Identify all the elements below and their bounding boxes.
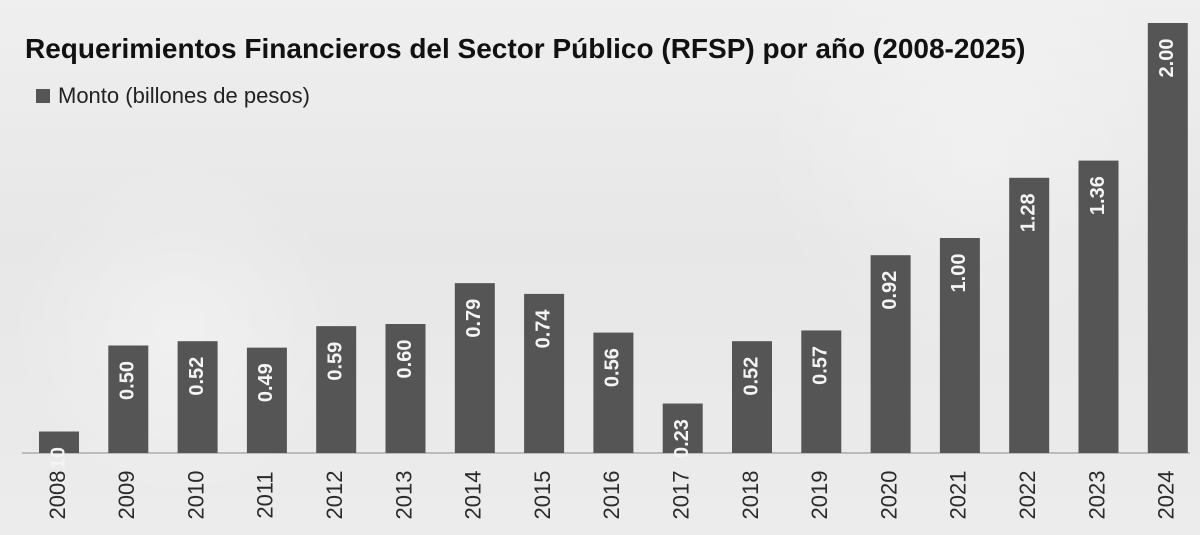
x-tick-label: 2011 [253, 471, 278, 518]
chart-title: Requerimientos Financieros del Sector Pú… [25, 33, 1026, 64]
data-label: 0.50 [117, 361, 139, 400]
x-tick-label: 2024 [1154, 471, 1179, 520]
x-tick-label: 2022 [1015, 471, 1040, 520]
data-label: 0.60 [394, 340, 416, 379]
data-label: 0.23 [671, 419, 693, 458]
data-label: 1.28 [1017, 193, 1039, 232]
x-tick-label: 2017 [669, 471, 694, 520]
x-tick-label: 2008 [45, 471, 70, 520]
data-label: 0.52 [186, 357, 208, 396]
data-label: 1.00 [948, 254, 970, 293]
data-label: 0.59 [324, 342, 346, 381]
bar [524, 293, 565, 453]
x-tick-label: 2009 [114, 471, 139, 520]
bar [939, 238, 980, 453]
bar [1078, 160, 1119, 453]
bar [385, 324, 426, 453]
x-tick-label: 2020 [876, 471, 901, 520]
data-label: 0.49 [255, 363, 277, 402]
bar [870, 255, 911, 453]
bar [801, 330, 842, 453]
x-tick-label: 2016 [599, 471, 624, 520]
data-label: 0.92 [879, 271, 901, 310]
data-label: 0.52 [740, 357, 762, 396]
data-label: 2.00 [1156, 39, 1178, 78]
x-tick-label: 2014 [461, 471, 486, 520]
bar [662, 403, 703, 453]
x-tick-label: 2021 [946, 471, 971, 520]
bar [108, 345, 149, 453]
bar [1147, 23, 1188, 453]
legend-label: Monto (billones de pesos) [58, 83, 310, 108]
chart-legend: Monto (billones de pesos) [36, 84, 310, 108]
bar [732, 341, 772, 453]
x-tick-label: 2013 [391, 471, 416, 520]
bar [593, 332, 634, 453]
bar [39, 431, 79, 453]
x-tick-label: 2010 [183, 471, 208, 520]
data-label: 1.36 [1087, 176, 1109, 215]
bar [246, 347, 287, 453]
legend-swatch [36, 89, 50, 103]
data-label: 0.56 [602, 348, 624, 387]
data-label: 0.79 [463, 299, 485, 338]
data-label: 0.10 [47, 447, 69, 486]
x-tick-label: 2019 [807, 471, 832, 520]
data-label: 0.57 [810, 346, 832, 385]
bar [177, 341, 218, 453]
bar [454, 283, 495, 453]
x-tick-label: 2023 [1084, 471, 1109, 520]
x-tick-label: 2012 [322, 471, 347, 520]
bar [316, 326, 357, 453]
bar [1009, 177, 1050, 454]
data-label: 0.74 [532, 309, 554, 349]
x-tick-label: 2015 [530, 471, 555, 520]
x-tick-label: 2018 [738, 471, 763, 520]
